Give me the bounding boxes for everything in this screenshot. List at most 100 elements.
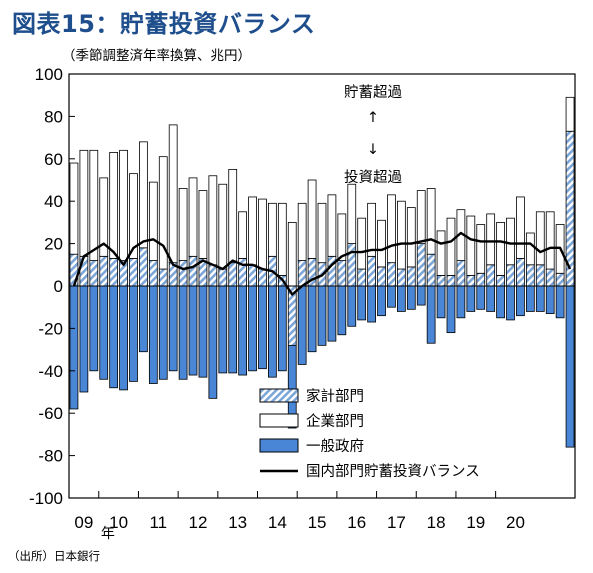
legend-swatch-government (259, 438, 299, 453)
bar-government-38 (446, 285, 456, 334)
ytick-label-2: -60 (38, 404, 63, 423)
bar-government-42 (486, 285, 496, 312)
bar-corporate-10 (168, 124, 178, 264)
bar-household-39 (456, 260, 466, 287)
bar-corporate-18 (248, 196, 257, 266)
bar-household-11 (178, 260, 188, 287)
arrow-down-icon: ↓ (367, 142, 379, 158)
bar-government-33 (396, 285, 406, 312)
bar-household-19 (258, 268, 267, 287)
bar-government-29 (357, 285, 367, 321)
bar-corporate-14 (208, 175, 218, 266)
bar-government-20 (268, 285, 277, 378)
bar-government-7 (139, 285, 148, 353)
bar-corporate-28 (347, 183, 357, 245)
bar-government-3 (99, 285, 109, 380)
ytick-label-0: -100 (29, 489, 63, 508)
bar-household-35 (416, 243, 426, 287)
bar-corporate-4 (109, 152, 119, 259)
bar-government-25 (317, 285, 327, 346)
source-note: （出所）日本銀行 (8, 549, 100, 563)
bar-household-2 (89, 260, 99, 287)
bar-corporate-42 (486, 213, 496, 266)
bar-government-4 (109, 285, 119, 389)
bar-corporate-25 (317, 202, 327, 264)
ytick-label-4: -20 (38, 319, 63, 338)
ytick-label-8: 60 (44, 150, 63, 169)
bar-corporate-17 (238, 211, 248, 259)
bar-household-48 (545, 268, 555, 287)
bar-household-37 (436, 274, 446, 287)
bar-corporate-23 (297, 202, 307, 261)
bar-household-45 (516, 258, 525, 287)
bar-government-30 (367, 285, 376, 323)
bar-household-7 (139, 247, 148, 287)
bar-government-46 (525, 285, 535, 312)
line-layer (72, 231, 572, 296)
bar-corporate-30 (367, 202, 376, 257)
bar-corporate-24 (307, 179, 317, 259)
bar-government-24 (307, 285, 317, 353)
bar-corporate-11 (178, 188, 188, 261)
xtick-label-10: 19 (466, 513, 485, 532)
xtick-label-2: 11 (149, 513, 167, 532)
bar-government-50 (565, 285, 575, 448)
axes-layer: -100 -80 -60 -40 -20 0 20 40 60 80 100 09 年10 11 12 13 1… (29, 65, 576, 542)
bar-government-8 (148, 285, 158, 384)
bar-household-33 (396, 268, 406, 287)
bar-government-40 (466, 285, 476, 312)
bar-corporate-46 (525, 232, 535, 266)
bar-household-18 (248, 264, 257, 287)
xtick-label-4: 13 (228, 513, 247, 532)
bar-government-22 (287, 344, 297, 429)
bar-household-1 (79, 255, 89, 287)
bar-government-47 (535, 285, 545, 312)
bar-corporate-5 (119, 149, 128, 261)
legend-label-household: 家計部門 (306, 388, 364, 405)
bar-household-42 (486, 264, 496, 287)
xtick-label-5: 14 (268, 513, 287, 532)
bar-corporate-21 (277, 202, 287, 276)
xtick-label-11: 20 (506, 513, 525, 532)
bar-government-43 (496, 285, 505, 319)
bar-corporate-12 (188, 177, 198, 257)
xtick-label-7: 16 (347, 513, 366, 532)
bar-government-45 (516, 285, 525, 317)
bar-government-19 (258, 285, 267, 370)
bar-corporate-15 (218, 183, 228, 270)
bar-household-9 (158, 268, 168, 287)
bar-corporate-16 (228, 168, 238, 264)
bar-household-49 (555, 272, 565, 287)
legend-swatch-corporate (259, 413, 299, 428)
bar-household-34 (406, 266, 416, 287)
bar-corporate-44 (506, 217, 515, 266)
bar-government-15 (218, 285, 228, 374)
bar-corporate-6 (129, 173, 138, 259)
bar-household-26 (327, 255, 337, 287)
bar-government-0 (69, 285, 79, 410)
xtick-label-3: 12 (189, 513, 208, 532)
legend-swatch-household (259, 388, 299, 403)
annotation-saving-surplus: 貯蓄超過 (344, 84, 402, 101)
bar-corporate-1 (79, 149, 89, 257)
bar-government-28 (347, 285, 357, 327)
bar-household-8 (148, 260, 158, 287)
annotation-layer: 貯蓄超過 ↑ ↓ 投資超過 (344, 84, 402, 186)
xtick-label-0: 09 (74, 513, 93, 532)
bar-government-32 (387, 285, 396, 308)
legend-label-corporate: 企業部門 (306, 412, 364, 430)
ytick-label-6: 20 (44, 235, 63, 254)
bar-household-46 (525, 264, 535, 287)
bar-government-16 (228, 285, 238, 374)
arrow-up-icon: ↑ (367, 110, 379, 126)
ytick-label-3: -40 (38, 362, 63, 381)
bar-corporate-19 (258, 198, 267, 270)
bar-corporate-31 (377, 219, 386, 268)
bar-government-6 (129, 285, 138, 382)
bar-corporate-22 (287, 221, 297, 287)
bar-government-10 (168, 285, 178, 372)
bar-government-39 (456, 285, 466, 319)
bar-household-14 (208, 264, 218, 287)
chart-title: 図表15：貯蓄投資バランス (12, 10, 316, 38)
